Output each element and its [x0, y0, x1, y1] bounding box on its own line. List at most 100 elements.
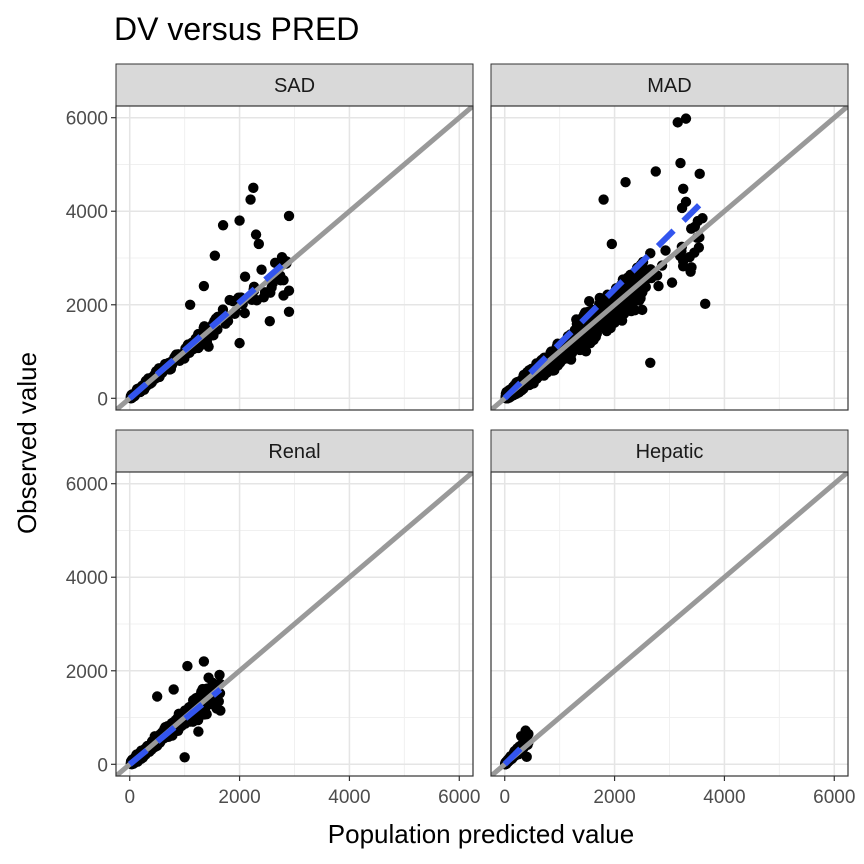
data-point	[640, 281, 651, 293]
data-point	[168, 684, 179, 695]
y-axis-title: Observed value	[12, 352, 42, 534]
panel-sad: SAD 0 2000 4000 6000	[66, 63, 474, 411]
grid-lines	[491, 472, 848, 776]
facet-strip-label: MAD	[647, 75, 691, 97]
data-point	[666, 277, 678, 288]
data-point	[650, 166, 661, 177]
trend-line	[502, 739, 530, 767]
data-point	[234, 337, 245, 349]
y-tick-label: 4000	[66, 568, 108, 589]
identity-line	[116, 472, 473, 776]
data-point	[583, 295, 595, 307]
data-point	[620, 177, 631, 188]
y-tick-label: 0	[97, 389, 108, 410]
x-tick-label: 4000	[328, 787, 370, 808]
panel-border	[115, 105, 474, 411]
data-point	[193, 726, 204, 737]
data-point	[217, 220, 229, 231]
y-tick-label: 2000	[66, 296, 108, 317]
x-tick-label: 0	[124, 787, 135, 808]
data-point	[645, 357, 656, 368]
data-point	[672, 117, 683, 128]
data-point	[678, 183, 689, 194]
data-point	[198, 280, 210, 292]
facet-strip	[490, 63, 849, 107]
x-tick-label: 6000	[438, 787, 480, 808]
data-point	[675, 157, 686, 169]
data-point	[207, 677, 218, 689]
data-point	[693, 242, 705, 253]
x-tick-label: 6000	[813, 787, 855, 808]
data-point	[198, 656, 210, 667]
facet-strip	[115, 63, 474, 107]
data-point	[521, 751, 532, 763]
data-point	[248, 182, 259, 194]
y-tick-label: 6000	[66, 475, 108, 496]
data-point	[283, 210, 295, 222]
data-point	[694, 168, 705, 180]
data-point	[680, 196, 692, 208]
x-axis-title: Population predicted value	[328, 819, 634, 849]
chart-title: DV versus PRED	[114, 11, 359, 47]
data-point	[283, 285, 295, 296]
data-point	[606, 238, 618, 250]
data-point	[264, 315, 275, 327]
data-point	[523, 728, 534, 740]
data-point	[182, 660, 193, 672]
panel-renal: Renal 0 2000 4000 6000 0 2000 4000 6000	[66, 429, 480, 808]
y-tick-label: 0	[97, 755, 108, 776]
data-point	[653, 280, 664, 292]
data-point	[151, 691, 163, 702]
data-point	[278, 274, 289, 286]
x-tick-label: 2000	[593, 787, 635, 808]
x-tick-label: 4000	[703, 787, 745, 808]
facet-strip	[115, 429, 474, 473]
data-point	[179, 752, 190, 763]
data-point	[239, 271, 251, 282]
y-tick-label: 2000	[66, 662, 108, 683]
data-point	[637, 304, 648, 316]
panel-mad: MAD	[490, 63, 849, 411]
data-point	[680, 113, 692, 124]
facet-strip-label: Renal	[268, 441, 320, 463]
data-point	[245, 194, 256, 205]
data-point	[598, 194, 609, 205]
facet-strip	[490, 429, 849, 473]
data-point	[190, 693, 201, 704]
y-tick-label: 6000	[66, 109, 108, 130]
data-point	[547, 360, 559, 372]
x-tick-label: 2000	[218, 787, 260, 808]
panel-hepatic: Hepatic 0 2000 4000 6000	[490, 429, 855, 808]
data-point	[201, 337, 213, 349]
identity-line	[491, 472, 848, 776]
data-point	[209, 250, 221, 261]
panel-border	[490, 471, 849, 777]
data-point	[234, 215, 245, 226]
grid-lines	[116, 106, 473, 410]
data-point	[609, 317, 620, 328]
data-point	[686, 262, 697, 273]
data-point	[580, 346, 592, 357]
data-point	[581, 336, 592, 347]
y-tick-label: 4000	[66, 202, 108, 223]
data-point	[678, 256, 689, 267]
data-point	[184, 299, 196, 310]
trend-line	[502, 199, 705, 401]
data-point	[253, 238, 264, 250]
identity-line	[491, 106, 848, 410]
data-point	[250, 229, 262, 240]
data-point	[697, 213, 708, 224]
data-point	[214, 669, 225, 681]
data-point	[660, 245, 671, 256]
facet-strip-label: SAD	[274, 75, 315, 97]
data-point	[224, 294, 235, 306]
panel-border	[490, 105, 849, 411]
data-point	[256, 264, 267, 275]
trend-line	[127, 687, 223, 767]
x-tick-label: 0	[499, 787, 510, 808]
data-point	[283, 306, 295, 317]
data-point	[198, 685, 210, 696]
data-point	[626, 305, 637, 317]
data-point	[239, 307, 250, 319]
